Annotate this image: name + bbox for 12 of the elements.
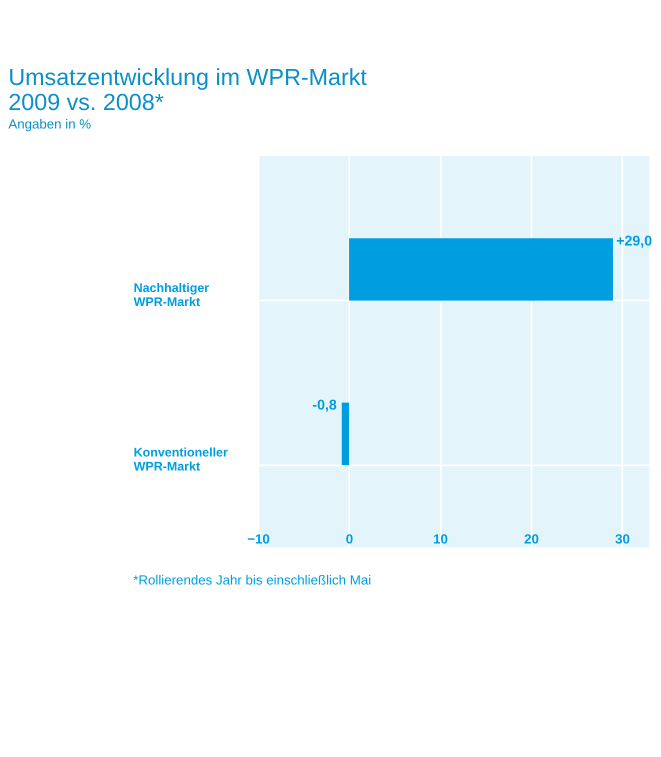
x-tick-label: −10: [247, 532, 270, 547]
x-tick-label: 20: [524, 532, 539, 547]
x-tick-label: 10: [433, 532, 448, 547]
x-tick-label: 0: [346, 532, 354, 547]
text: *Rollierendes Jahr bis einschließlich Mai: [133, 572, 372, 588]
y-tick-label: Konventioneller WPR-Markt: [134, 445, 228, 474]
chart-title: Umsatzentwicklung im WPR-Markt 2009 vs. 2008*: [8, 64, 368, 116]
text: Angaben in %: [8, 116, 92, 132]
y-tick-label: Nachhaltiger WPR-Markt: [134, 280, 210, 310]
data-label: -0,8: [312, 396, 337, 413]
x-tick-label: 30: [615, 532, 630, 547]
data-label: +29,0: [616, 232, 652, 248]
